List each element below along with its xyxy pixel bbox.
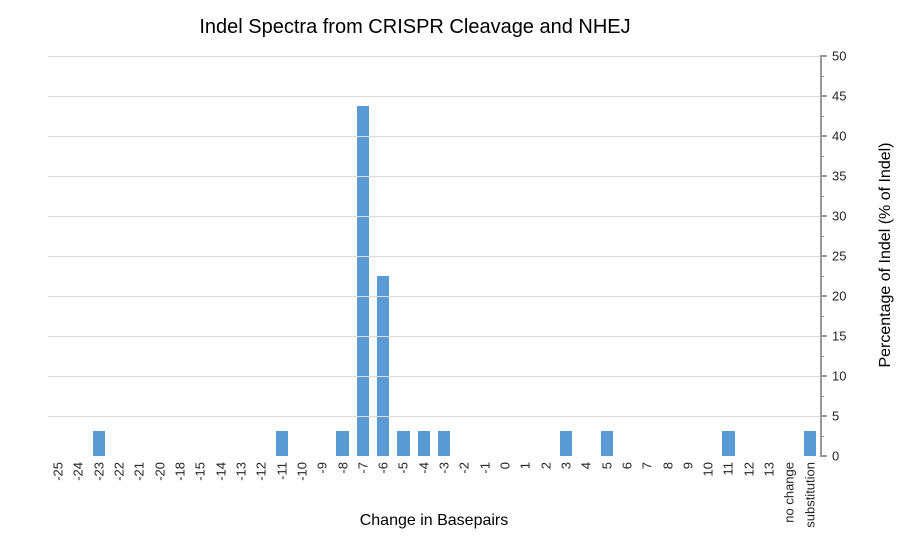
y-tick-label: 35 <box>832 169 846 184</box>
y-tick-major <box>820 215 827 217</box>
y-tick-major <box>820 375 827 377</box>
y-tick-label: 40 <box>832 129 846 144</box>
x-tick-label: -22 <box>112 462 127 481</box>
bar <box>804 431 816 456</box>
x-tick-label: -11 <box>274 462 289 480</box>
gridline <box>48 296 820 297</box>
gridline <box>48 176 820 177</box>
x-tick-label: -1 <box>477 462 492 474</box>
bar <box>601 431 613 456</box>
y-tick-minor <box>820 316 824 317</box>
x-tick-label: 13 <box>762 462 777 476</box>
y-tick-label: 10 <box>832 369 846 384</box>
x-tick-label: -20 <box>152 462 167 481</box>
x-tick-label: -7 <box>355 462 370 474</box>
gridline <box>48 136 820 137</box>
x-tick-label: -21 <box>132 462 147 481</box>
y-tick-major <box>820 415 827 417</box>
y-tick-label: 30 <box>832 209 846 224</box>
y-tick-minor <box>820 196 824 197</box>
y-tick-minor <box>820 236 824 237</box>
x-tick-label: 1 <box>518 462 533 469</box>
x-tick-label: -13 <box>233 462 248 481</box>
y-tick-minor <box>820 396 824 397</box>
y-tick-major <box>820 135 827 137</box>
x-axis-title: Change in Basepairs <box>48 512 820 530</box>
y-tick-label: 5 <box>832 409 839 424</box>
y-tick-minor <box>820 356 824 357</box>
bar <box>336 431 348 456</box>
x-tick-label: -6 <box>376 462 391 474</box>
y-tick-major <box>820 255 827 257</box>
chart-title: Indel Spectra from CRISPR Cleavage and N… <box>0 16 830 39</box>
y-tick-label: 25 <box>832 249 846 264</box>
bar <box>418 431 430 456</box>
x-tick-label: -5 <box>396 462 411 474</box>
bar <box>438 431 450 456</box>
y-tick-major <box>820 175 827 177</box>
y-tick-label: 0 <box>832 449 839 464</box>
y-tick-label: 20 <box>832 289 846 304</box>
x-tick-label: -18 <box>173 462 188 481</box>
y-tick-minor <box>820 76 824 77</box>
x-tick-label: 3 <box>558 462 573 469</box>
x-tick-label: 9 <box>680 462 695 469</box>
gridline <box>48 376 820 377</box>
y-tick-major <box>820 455 827 457</box>
x-tick-label: -23 <box>91 462 106 481</box>
x-tick-label: -9 <box>315 462 330 474</box>
x-tick-label: -4 <box>416 462 431 474</box>
bar <box>357 106 369 456</box>
bar <box>397 431 409 456</box>
x-tick-label: 0 <box>498 462 513 469</box>
y-tick-label: 45 <box>832 89 846 104</box>
x-tick-label: 6 <box>619 462 634 469</box>
gridline <box>48 336 820 337</box>
y-tick-label: 15 <box>832 329 846 344</box>
x-tick-label: 12 <box>741 462 756 476</box>
gridline <box>48 416 820 417</box>
x-tick-label: -8 <box>335 462 350 474</box>
x-tick-label: 5 <box>599 462 614 469</box>
plot-area: -25-24-23-22-21-20-18-15-14-13-12-11-10-… <box>48 56 820 456</box>
x-tick-label: 10 <box>701 462 716 476</box>
bar <box>722 431 734 456</box>
bar <box>93 431 105 456</box>
x-tick-label: -2 <box>457 462 472 474</box>
x-tick-label: -3 <box>437 462 452 474</box>
x-tick-label: 2 <box>538 462 553 469</box>
x-tick-label: -24 <box>71 462 86 481</box>
x-tick-label: -14 <box>213 462 228 481</box>
x-tick-label: 4 <box>579 462 594 469</box>
y-tick-major <box>820 95 827 97</box>
y-tick-major <box>820 335 827 337</box>
y-tick-minor <box>820 116 824 117</box>
bar <box>377 276 389 456</box>
x-tick-label: -25 <box>51 462 66 481</box>
gridline <box>48 256 820 257</box>
gridline <box>48 216 820 217</box>
y-tick-minor <box>820 276 824 277</box>
x-tick-label: -10 <box>294 462 309 481</box>
x-tick-label: -15 <box>193 462 208 481</box>
chart-container: Indel Spectra from CRISPR Cleavage and N… <box>0 0 914 551</box>
x-tick-label: 8 <box>660 462 675 469</box>
gridline <box>48 56 820 57</box>
y-tick-major <box>820 295 827 297</box>
bar <box>276 431 288 456</box>
y-tick-minor <box>820 156 824 157</box>
x-tick-label: 11 <box>721 462 736 476</box>
y-axis-title: Percentage of Indel (% of Indel) <box>877 55 895 455</box>
bar <box>560 431 572 456</box>
x-tick-label: -12 <box>254 462 269 481</box>
x-tick-label: 7 <box>640 462 655 469</box>
y-tick-major <box>820 55 827 57</box>
y-tick-minor <box>820 436 824 437</box>
gridline <box>48 96 820 97</box>
y-tick-label: 50 <box>832 49 846 64</box>
